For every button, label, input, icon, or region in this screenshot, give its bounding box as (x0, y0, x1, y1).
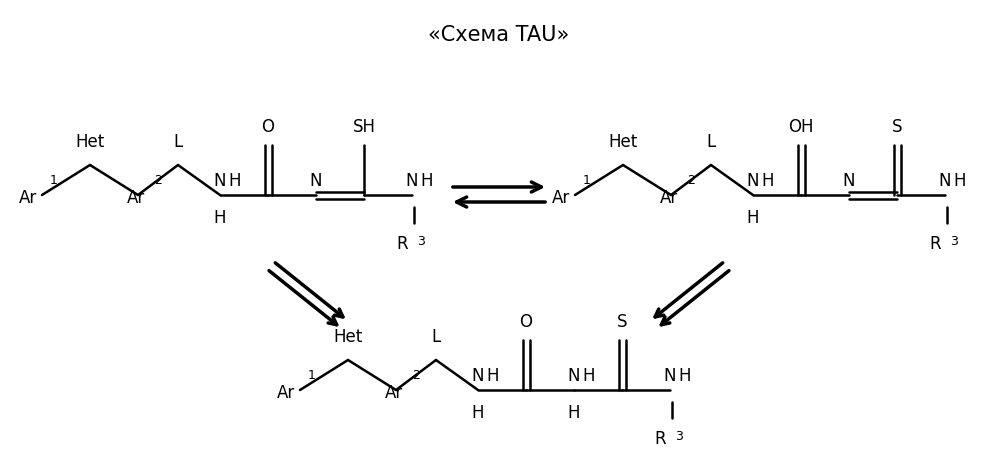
Text: Ar: Ar (385, 384, 404, 402)
Text: H: H (486, 367, 499, 385)
Text: N: N (472, 367, 485, 385)
Text: H: H (420, 172, 433, 190)
Text: H: H (761, 172, 773, 190)
Text: 1: 1 (308, 369, 316, 382)
Text: H: H (746, 209, 759, 227)
Text: SH: SH (353, 118, 376, 136)
Text: R: R (929, 235, 941, 253)
Text: H: H (953, 172, 965, 190)
Text: 2: 2 (687, 174, 695, 187)
Text: 1: 1 (583, 174, 590, 187)
Text: H: H (582, 367, 594, 385)
Text: L: L (706, 133, 715, 151)
Text: N: N (843, 172, 855, 190)
Text: N: N (746, 172, 759, 190)
Text: H: H (228, 172, 241, 190)
Text: S: S (892, 118, 902, 136)
Text: 1: 1 (50, 174, 58, 187)
Text: R: R (397, 235, 408, 253)
Text: S: S (616, 313, 627, 331)
Text: Ar: Ar (660, 189, 678, 207)
Text: N: N (214, 172, 226, 190)
Text: Het: Het (75, 133, 105, 151)
Text: H: H (214, 209, 226, 227)
Text: 2: 2 (412, 369, 420, 382)
Text: H: H (472, 404, 485, 422)
Text: 3: 3 (675, 430, 683, 443)
Text: O: O (519, 313, 532, 331)
Text: Het: Het (334, 328, 363, 346)
Text: N: N (310, 172, 323, 190)
Text: 3: 3 (950, 235, 958, 248)
Text: Ar: Ar (127, 189, 145, 207)
Text: OH: OH (788, 118, 814, 136)
Text: 2: 2 (154, 174, 162, 187)
Text: Het: Het (608, 133, 637, 151)
Text: «Схема TAU»: «Схема TAU» (429, 25, 569, 45)
Text: N: N (939, 172, 951, 190)
Text: Ar: Ar (19, 189, 37, 207)
Text: N: N (663, 367, 676, 385)
Text: Ar: Ar (551, 189, 570, 207)
Text: H: H (567, 404, 580, 422)
Text: Ar: Ar (277, 384, 295, 402)
Text: N: N (567, 367, 580, 385)
Text: L: L (174, 133, 183, 151)
Text: 3: 3 (417, 235, 425, 248)
Text: N: N (406, 172, 419, 190)
Text: R: R (654, 430, 665, 448)
Text: L: L (432, 328, 441, 346)
Text: O: O (262, 118, 275, 136)
Text: H: H (678, 367, 690, 385)
